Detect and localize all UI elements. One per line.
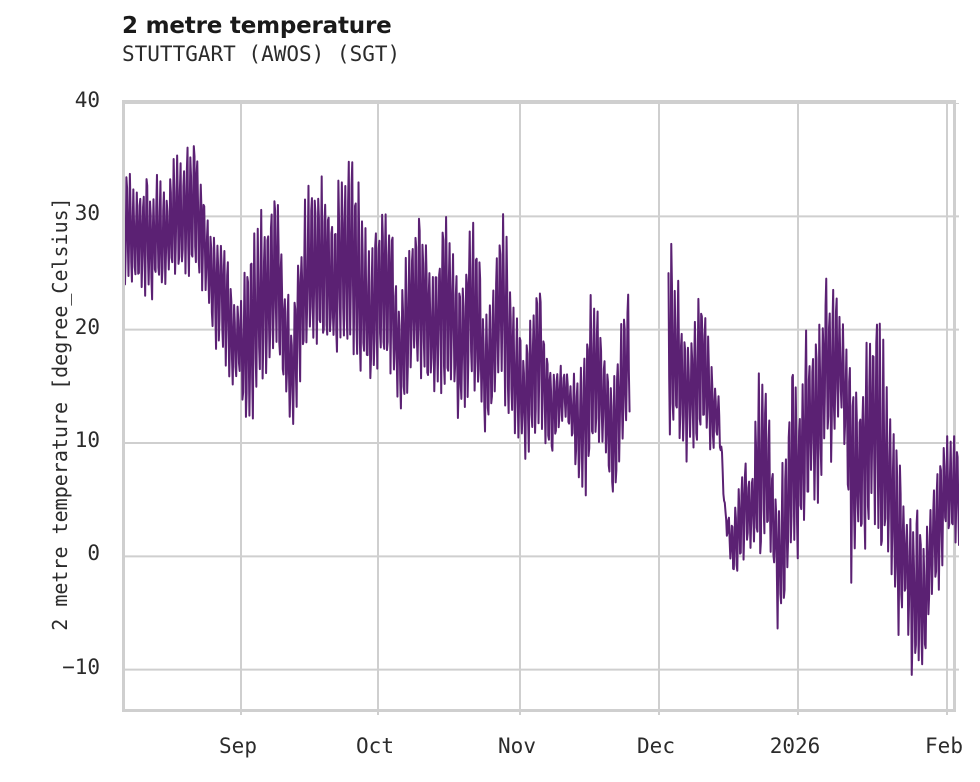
x-tick-label: Feb [925, 734, 963, 758]
plot-svg [125, 103, 959, 715]
y-tick-label: 20 [74, 314, 100, 339]
y-tick-labels: 40 30 20 10 0 −10 [0, 0, 112, 782]
y-tick-label: −10 [62, 654, 100, 679]
x-tick-label: Sep [219, 734, 257, 758]
x-tick-label: Oct [356, 734, 394, 758]
x-tick-label: Nov [498, 734, 536, 758]
gridlines [125, 103, 959, 715]
y-tick-label: 10 [74, 428, 100, 452]
y-tick-label: 0 [87, 541, 100, 566]
series-line [667, 242, 959, 676]
title-block: 2 metre temperature STUTTGART (AWOS) (SG… [122, 12, 822, 67]
chart-subtitle: STUTTGART (AWOS) (SGT) [122, 42, 401, 66]
y-tick-label: 40 [74, 88, 100, 112]
x-tick-label: 2026 [769, 734, 821, 758]
y-tick-label: 30 [74, 201, 100, 226]
series-line [125, 145, 631, 497]
x-tick-label: Dec [637, 734, 675, 758]
plot-area [122, 100, 959, 715]
series-line-group [125, 145, 959, 676]
page-title: 2 metre temperature [122, 13, 392, 39]
